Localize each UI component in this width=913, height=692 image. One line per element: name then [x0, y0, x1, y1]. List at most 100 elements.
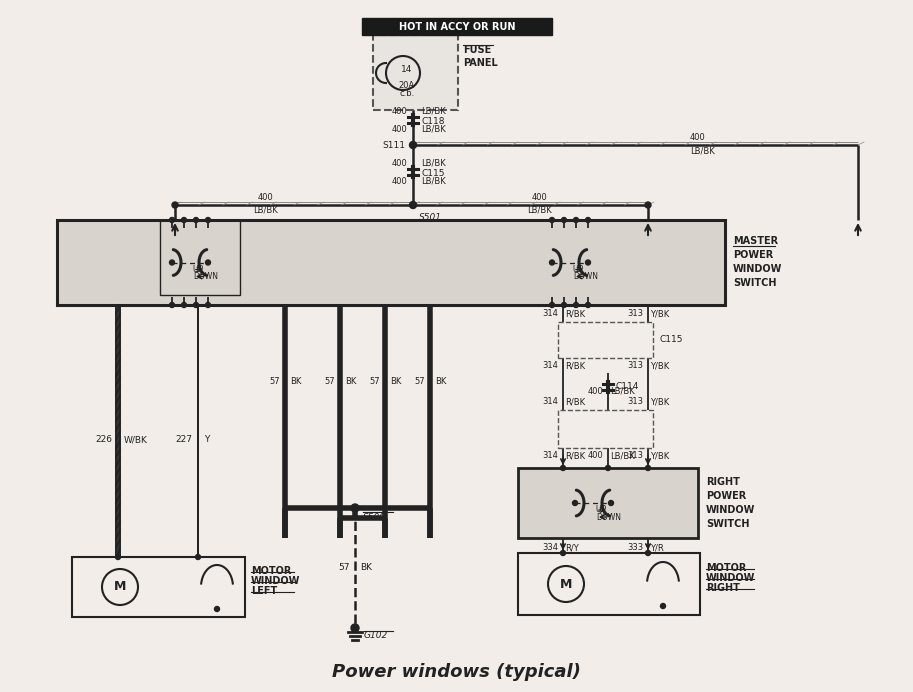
Text: WINDOW: WINDOW — [706, 573, 755, 583]
Bar — [72, 557, 245, 617]
Circle shape — [572, 500, 578, 505]
Text: S500: S500 — [363, 513, 386, 522]
Text: 57: 57 — [370, 378, 380, 387]
Text: 400: 400 — [392, 107, 407, 116]
Text: 400: 400 — [587, 387, 603, 396]
Text: LB/BK: LB/BK — [421, 158, 446, 167]
Text: Y/BK: Y/BK — [650, 361, 669, 370]
Text: Y/BK: Y/BK — [650, 309, 669, 318]
Circle shape — [172, 202, 178, 208]
Text: RIGHT
POWER
WINDOW
SWITCH: RIGHT POWER WINDOW SWITCH — [706, 477, 755, 529]
Text: BK: BK — [435, 378, 446, 387]
Text: 333: 333 — [627, 543, 643, 552]
Text: LB/BK: LB/BK — [421, 176, 446, 185]
Text: c.b.: c.b. — [399, 89, 415, 98]
Text: Y/BK: Y/BK — [650, 397, 669, 406]
Text: R/BK: R/BK — [565, 451, 585, 460]
Circle shape — [585, 302, 591, 307]
Text: Y: Y — [204, 435, 209, 444]
Text: MASTER
POWER
WINDOW
SWITCH: MASTER POWER WINDOW SWITCH — [733, 237, 782, 289]
Text: DOWN: DOWN — [596, 513, 621, 522]
Bar — [57, 220, 725, 305]
Text: 57: 57 — [415, 378, 425, 387]
Text: LB/BK: LB/BK — [253, 206, 278, 215]
Text: MOTOR: MOTOR — [251, 566, 291, 576]
Circle shape — [605, 466, 611, 471]
Circle shape — [194, 302, 198, 307]
Bar — [518, 468, 698, 538]
Text: 20A: 20A — [399, 80, 415, 89]
Text: 314: 314 — [542, 361, 558, 370]
Text: BK: BK — [360, 563, 372, 572]
Text: 334: 334 — [542, 543, 558, 552]
Circle shape — [116, 554, 121, 560]
Circle shape — [561, 466, 565, 471]
Text: UP: UP — [193, 265, 205, 274]
Circle shape — [585, 217, 591, 223]
Text: Power windows (typical): Power windows (typical) — [331, 663, 581, 681]
Text: LB/BK: LB/BK — [610, 451, 635, 460]
Text: DOWN: DOWN — [193, 272, 218, 281]
Text: 57: 57 — [339, 563, 350, 572]
Circle shape — [660, 603, 666, 608]
Bar — [160, 220, 240, 295]
Text: Y/BK: Y/BK — [650, 451, 669, 460]
Text: 226: 226 — [95, 435, 112, 444]
Text: BK: BK — [390, 378, 402, 387]
Text: LB/BK: LB/BK — [690, 147, 715, 156]
Text: FUSE: FUSE — [463, 45, 491, 55]
Circle shape — [645, 202, 651, 208]
Text: BK: BK — [290, 378, 301, 387]
Text: HOT IN ACCY OR RUN: HOT IN ACCY OR RUN — [399, 21, 515, 32]
Circle shape — [195, 554, 201, 560]
Circle shape — [170, 302, 174, 307]
Circle shape — [561, 302, 566, 307]
Text: M: M — [560, 578, 572, 590]
Circle shape — [170, 217, 174, 223]
Text: C115: C115 — [421, 168, 445, 178]
Text: G102: G102 — [364, 632, 388, 641]
Text: LB/BK: LB/BK — [610, 387, 635, 396]
Text: 57: 57 — [269, 378, 280, 387]
Text: C115: C115 — [660, 336, 684, 345]
Text: RIGHT: RIGHT — [706, 583, 740, 593]
Circle shape — [410, 201, 416, 208]
Circle shape — [205, 260, 211, 265]
Circle shape — [585, 260, 591, 265]
Circle shape — [645, 551, 650, 556]
Circle shape — [410, 141, 416, 149]
Bar — [558, 410, 653, 448]
Circle shape — [182, 302, 186, 307]
Text: W/BK: W/BK — [124, 435, 148, 444]
Text: 314: 314 — [542, 451, 558, 460]
Text: 314: 314 — [542, 309, 558, 318]
Bar — [362, 18, 552, 35]
Text: 313: 313 — [627, 397, 643, 406]
Text: LB/BK: LB/BK — [528, 206, 552, 215]
Circle shape — [561, 551, 565, 556]
Text: UP: UP — [596, 505, 608, 514]
Circle shape — [205, 302, 211, 307]
Text: WINDOW: WINDOW — [251, 576, 300, 586]
Text: UP: UP — [573, 265, 585, 274]
Text: 227: 227 — [175, 435, 192, 444]
Text: 314: 314 — [542, 397, 558, 406]
Text: 400: 400 — [392, 176, 407, 185]
Text: LB/BK: LB/BK — [421, 107, 446, 116]
Text: 14: 14 — [402, 64, 413, 73]
Circle shape — [215, 606, 219, 612]
Bar — [518, 553, 700, 615]
Circle shape — [550, 260, 554, 265]
Text: DOWN: DOWN — [573, 272, 598, 281]
Text: 313: 313 — [627, 361, 643, 370]
Circle shape — [205, 217, 211, 223]
Text: S111: S111 — [382, 140, 405, 149]
Text: 57: 57 — [324, 378, 335, 387]
Text: M: M — [114, 581, 126, 594]
Text: MOTOR: MOTOR — [706, 563, 746, 573]
Text: R/BK: R/BK — [565, 361, 585, 370]
Circle shape — [182, 217, 186, 223]
Text: PANEL: PANEL — [463, 58, 498, 68]
Text: C114: C114 — [616, 382, 639, 391]
Text: LB/BK: LB/BK — [421, 125, 446, 134]
